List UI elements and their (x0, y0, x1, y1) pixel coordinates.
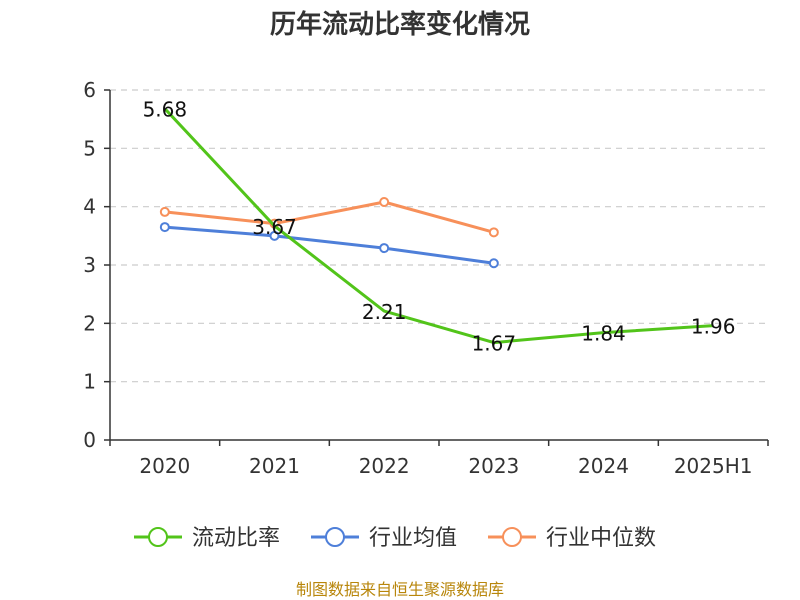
data-label: 1.84 (581, 322, 626, 346)
data-label: 1.67 (472, 332, 517, 356)
series-point-2 (379, 197, 390, 207)
legend-marker (148, 527, 168, 547)
series-point-1 (488, 258, 499, 269)
grid-lines (110, 89, 768, 383)
source-note: 制图数据来自恒生聚源数据库 (296, 580, 504, 599)
chart-title: 历年流动比率变化情况 (270, 9, 530, 40)
data-label: 2.21 (362, 300, 407, 324)
y-tick-label: 3 (83, 253, 96, 277)
x-tick-label: 2025H1 (674, 454, 753, 478)
legend-marker (325, 527, 345, 547)
x-tick-label: 2022 (359, 454, 410, 478)
series-point-2 (488, 227, 499, 238)
series-point-1 (159, 222, 170, 233)
legend: 流动比率 行业均值 行业中位数 (134, 526, 656, 551)
legend-marker (502, 527, 522, 547)
data-label: 3.67 (252, 215, 297, 239)
legend-label: 流动比率 (192, 526, 280, 551)
x-tick-label: 2023 (468, 454, 519, 478)
data-labels: 5.68 3.67 2.21 1.67 1.84 1.96 (143, 98, 736, 356)
series-point-1 (269, 230, 280, 241)
y-tick-label: 4 (83, 195, 96, 219)
y-tick-label: 5 (83, 136, 96, 160)
series-line-1 (164, 225, 495, 265)
x-tick-label: 2024 (578, 454, 629, 478)
x-tick-label: 2020 (139, 454, 190, 478)
series (159, 107, 714, 345)
y-tick-label: 0 (83, 428, 96, 452)
axes: 0 1 2 3 4 5 6 2020 2021 2022 2023 2024 2025H1 (83, 78, 769, 478)
series-point-2 (159, 206, 170, 217)
data-label: 5.68 (143, 98, 188, 122)
x-tick-label: 2021 (249, 454, 300, 478)
y-tick-label: 6 (83, 78, 96, 102)
legend-label: 行业均值 (369, 526, 457, 551)
y-tick-label: 2 (83, 311, 96, 335)
series-line-0 (163, 107, 714, 345)
y-tick-label: 1 (83, 370, 96, 394)
series-point-1 (379, 243, 390, 254)
legend-label: 行业中位数 (546, 526, 656, 551)
data-label: 1.96 (691, 315, 736, 339)
series-line-2 (164, 200, 495, 234)
